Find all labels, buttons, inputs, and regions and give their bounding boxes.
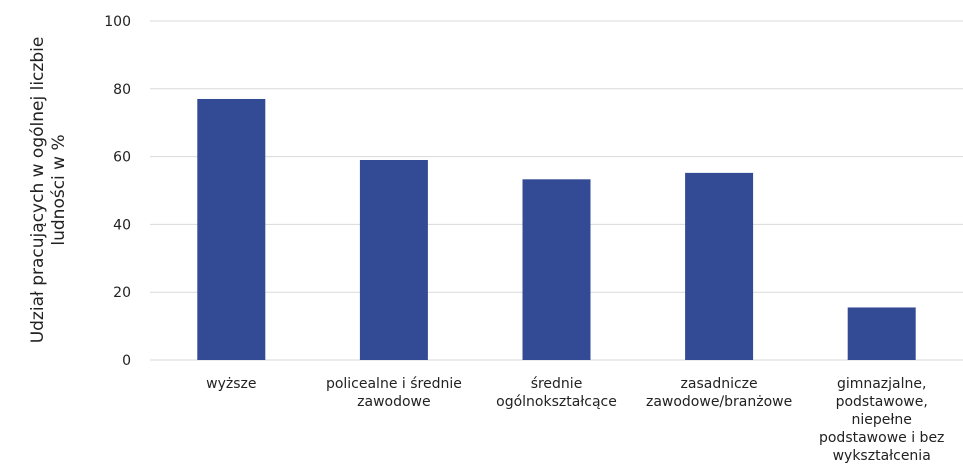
y-tick-label: 60 bbox=[113, 150, 131, 166]
x-category-label-line: wyższe bbox=[206, 376, 256, 392]
x-category-label: średnie ogólnokształcące bbox=[496, 376, 617, 410]
y-tick-label: 40 bbox=[113, 217, 131, 233]
bar-3 bbox=[685, 172, 754, 360]
y-tick-label: 100 bbox=[104, 14, 131, 30]
x-category-label-line: podstawowe i bez bbox=[819, 430, 944, 446]
x-category-label-line: średnie bbox=[531, 376, 583, 392]
bar-1 bbox=[359, 159, 428, 360]
x-category-labels: wyższe policealne i średnie zawodowe średni… bbox=[206, 376, 944, 464]
y-axis-title: Udział pracujących w ogólnej liczbieludn… bbox=[28, 37, 69, 344]
bar-0 bbox=[197, 98, 266, 360]
x-category-label-line: podstawowe, bbox=[836, 394, 928, 410]
x-category-label: wyższe bbox=[206, 376, 256, 392]
y-tick-label: 80 bbox=[113, 82, 131, 98]
x-category-label-line: zawodowe/branżowe bbox=[646, 394, 792, 410]
y-axis-label-line: ludności w % bbox=[49, 134, 69, 245]
x-category-label: gimnazjalne, podstawowe, niepełne podstawow… bbox=[819, 376, 944, 464]
x-category-label-line: niepełne bbox=[852, 412, 912, 428]
bars bbox=[197, 98, 916, 360]
y-tick-label: 20 bbox=[113, 285, 131, 301]
x-category-label-line: gimnazjalne, bbox=[837, 376, 927, 392]
y-tick-labels: 0 20 40 60 80 100 bbox=[104, 14, 131, 369]
y-tick-label: 0 bbox=[122, 353, 131, 369]
x-category-label-line: ogólnokształcące bbox=[496, 394, 617, 410]
y-axis-label-line: Udział pracujących w ogólnej liczbie bbox=[28, 37, 48, 344]
x-category-label: zasadnicze zawodowe/branżowe bbox=[646, 376, 792, 410]
bar-4 bbox=[847, 307, 916, 360]
x-category-label-line: wykształcenia bbox=[833, 448, 931, 464]
x-category-label-line: zasadnicze bbox=[681, 376, 758, 392]
x-category-label: policealne i średnie zawodowe bbox=[326, 376, 462, 410]
x-category-label-line: zawodowe bbox=[357, 394, 430, 410]
x-category-label-line: policealne i średnie bbox=[326, 376, 462, 392]
bar-2 bbox=[522, 179, 591, 360]
y-axis-label: Udział pracujących w ogólnej liczbieludn… bbox=[28, 37, 69, 344]
